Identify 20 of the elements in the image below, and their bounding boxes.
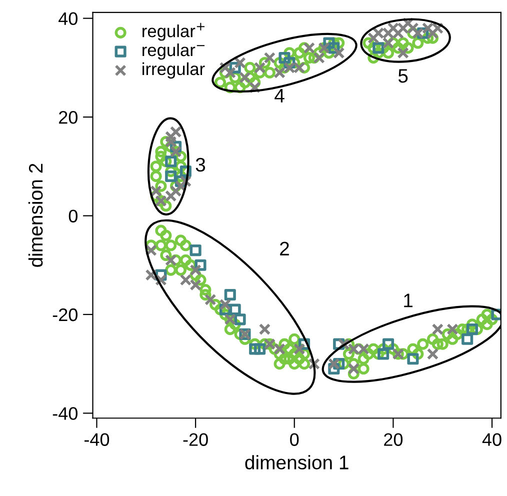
annotation: 1 [404,294,412,308]
x-tick-label: 40 [482,433,502,446]
legend-label: irregular [142,62,205,79]
y-tick-label: -20 [52,308,78,322]
x-tick-label: -40 [84,433,110,446]
annotation: 3 [196,158,206,172]
annotation: 4 [274,88,284,102]
y-tick-label: -40 [52,407,78,420]
x-tick-label: -20 [183,433,208,446]
annotation: 5 [398,69,408,83]
annotation: 2 [280,242,289,256]
x-axis-title: dimension 1 [245,455,348,470]
x-tick-label: 20 [384,433,403,446]
y-tick-label: 0 [68,210,78,222]
legend-label: regular$^{−}$ [142,43,204,60]
y-tick-label: 40 [58,12,78,26]
y-axis-title: dimension 2 [28,164,43,267]
x-tick-label: 0 [290,433,299,446]
legend-label: regular$^{+}$ [142,22,204,41]
y-tick-label: 20 [59,110,78,124]
